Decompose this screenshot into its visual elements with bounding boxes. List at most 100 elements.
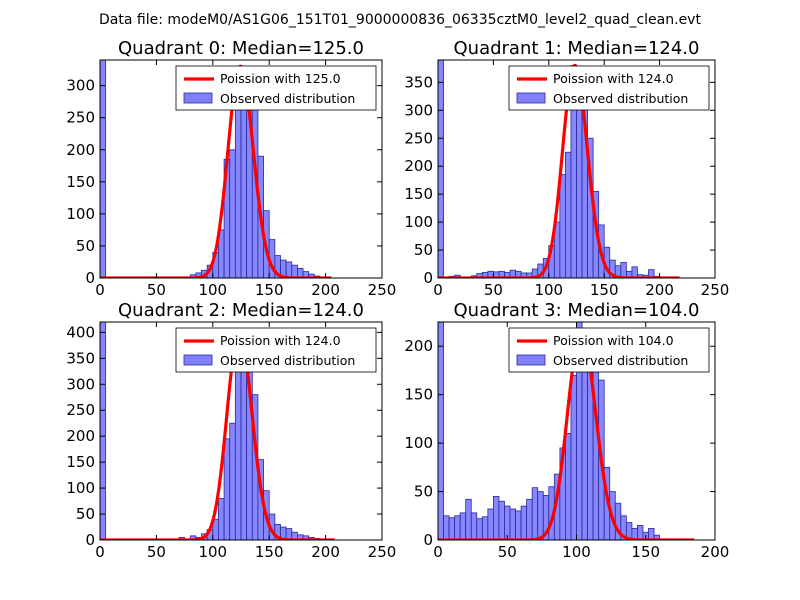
legend-bar-swatch xyxy=(183,92,213,104)
x-tick-label: 200 xyxy=(311,543,340,561)
histogram-bar xyxy=(476,518,483,540)
y-tick-label: 0 xyxy=(85,269,95,287)
y-tick-label: 250 xyxy=(66,109,95,127)
y-tick-label: 200 xyxy=(66,427,95,445)
panel-title: Quadrant 1: Median=124.0 xyxy=(454,38,700,59)
legend-line-label: Poission with 124.0 xyxy=(220,333,341,348)
x-tick-label: 0 xyxy=(433,281,443,299)
histogram-bar xyxy=(218,498,225,540)
histogram-bar xyxy=(648,269,655,278)
x-tick-label: 250 xyxy=(701,281,730,299)
x-tick-label: 200 xyxy=(311,281,340,299)
histogram-bar xyxy=(509,508,516,540)
histogram-bar xyxy=(570,374,577,540)
x-tick-label: 50 xyxy=(484,281,503,299)
histogram-bar xyxy=(504,505,511,540)
y-tick-label: 300 xyxy=(66,375,95,393)
y-tick-label: 0 xyxy=(423,269,433,287)
legend: Poission with 124.0 Observed distribution xyxy=(508,65,710,111)
histogram-bar xyxy=(285,261,293,278)
histogram-bar xyxy=(565,433,572,540)
y-tick-label: 200 xyxy=(66,141,95,159)
histogram-bar xyxy=(438,60,444,278)
histogram-bar xyxy=(487,508,494,540)
panel-quadrant-0: Quadrant 0: Median=125.0 0 50 100 150 200 250 0… xyxy=(66,38,396,299)
y-tick-label: 50 xyxy=(414,483,433,501)
x-tick-label: 250 xyxy=(368,281,397,299)
panel-title: Quadrant 3: Median=104.0 xyxy=(454,300,700,321)
legend-line-label: Poission with 125.0 xyxy=(220,71,341,86)
y-tick-label: 200 xyxy=(404,157,433,175)
legend-line-label: Poission with 104.0 xyxy=(553,333,674,348)
x-tick-label: 200 xyxy=(701,543,730,561)
y-tick-label: 350 xyxy=(66,349,95,367)
legend-bar-label: Observed distribution xyxy=(220,353,355,368)
histogram-bar xyxy=(481,516,489,540)
axes-frame xyxy=(99,321,383,541)
histogram-bar xyxy=(470,512,478,540)
x-tick-label: 100 xyxy=(562,543,591,561)
panel-title: Quadrant 0: Median=125.0 xyxy=(118,38,364,59)
figure-title: Data file: modeM0/AS1G06_151T01_90000008… xyxy=(99,12,701,28)
histogram-bar xyxy=(291,264,298,278)
histogram-bar xyxy=(229,422,236,540)
axes-frame xyxy=(437,59,716,279)
y-tick-label: 50 xyxy=(414,241,433,259)
legend-bar-label: Observed distribution xyxy=(553,91,688,106)
histogram-bar xyxy=(492,495,500,540)
y-tick-label: 350 xyxy=(404,73,433,91)
histogram-bar xyxy=(515,510,522,540)
poisson-curve xyxy=(438,63,681,278)
y-tick-label: 50 xyxy=(76,505,95,523)
histogram-bar xyxy=(559,174,566,278)
legend: Poission with 124.0 Observed distribution xyxy=(175,327,377,373)
panel-quadrant-1: Quadrant 1: Median=124.0 0 50 100 150 200 250 0… xyxy=(404,38,729,299)
y-tick-label: 50 xyxy=(76,237,95,255)
histogram-bar xyxy=(498,500,505,540)
x-tick-label: 0 xyxy=(433,543,443,561)
x-tick-label: 50 xyxy=(147,543,166,561)
y-tick-label: 150 xyxy=(404,185,433,203)
histogram-bar xyxy=(631,266,638,278)
histogram-bar xyxy=(223,438,231,540)
panel-title: Quadrant 2: Median=124.0 xyxy=(118,300,364,321)
legend: Poission with 125.0 Observed distribution xyxy=(175,65,377,111)
histogram-bar xyxy=(459,512,467,540)
histogram-bar xyxy=(565,151,572,278)
plot-area xyxy=(438,322,696,540)
legend-bar-swatch xyxy=(183,354,213,366)
histogram-bar xyxy=(443,515,450,540)
histogram-bar xyxy=(229,149,236,278)
x-tick-label: 150 xyxy=(255,281,284,299)
x-tick-label: 100 xyxy=(198,543,227,561)
y-tick-label: 400 xyxy=(66,323,95,341)
y-tick-label: 200 xyxy=(404,337,433,355)
legend-bar-label: Observed distribution xyxy=(553,353,688,368)
y-tick-label: 300 xyxy=(404,101,433,119)
x-tick-label: 0 xyxy=(95,281,105,299)
y-tick-label: 100 xyxy=(404,434,433,452)
legend-bar-swatch xyxy=(516,354,546,366)
y-tick-label: 100 xyxy=(404,213,433,231)
x-tick-label: 50 xyxy=(498,543,517,561)
legend-bar-swatch xyxy=(516,92,546,104)
x-tick-label: 100 xyxy=(534,281,563,299)
x-tick-label: 150 xyxy=(631,543,660,561)
histogram-bar xyxy=(526,498,533,540)
panels: Quadrant 0: Median=125.0 0 50 100 150 200 250 0… xyxy=(66,38,729,561)
y-tick-label: 150 xyxy=(66,173,95,191)
x-tick-label: 0 xyxy=(95,543,105,561)
histogram-bar xyxy=(465,498,472,540)
legend: Poission with 104.0 Observed distribution xyxy=(508,327,710,373)
y-tick-label: 150 xyxy=(66,453,95,471)
histogram-bar xyxy=(100,322,107,540)
histogram-bar xyxy=(448,517,456,540)
y-tick-label: 150 xyxy=(404,386,433,404)
axes-frame xyxy=(99,59,383,279)
histogram-bar xyxy=(653,534,660,540)
x-tick-label: 200 xyxy=(645,281,674,299)
y-tick-label: 100 xyxy=(66,479,95,497)
x-tick-label: 50 xyxy=(147,281,166,299)
histogram-bar xyxy=(520,505,528,540)
